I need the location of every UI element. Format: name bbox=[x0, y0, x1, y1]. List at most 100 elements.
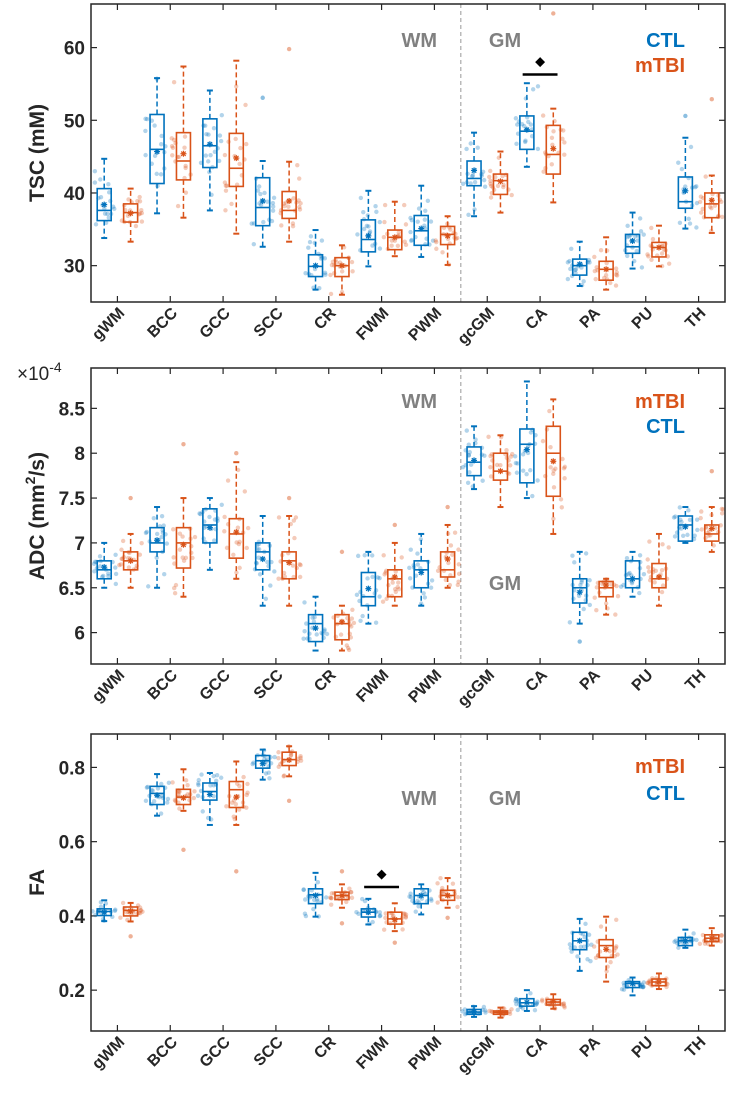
mean-marker bbox=[603, 582, 610, 589]
exponent-base: ×10 bbox=[17, 364, 49, 385]
data-point bbox=[377, 219, 383, 225]
data-point bbox=[263, 596, 269, 601]
data-point bbox=[380, 599, 386, 604]
data-point bbox=[139, 540, 144, 546]
chart-panel-2: 6 6.5 7 7.5 8 8.5 gWM BCC GCC SCC CR FWM PWM gcGM CA PA… bbox=[17, 359, 726, 710]
data-point bbox=[177, 547, 183, 552]
data-point bbox=[242, 489, 248, 494]
data-point bbox=[276, 750, 281, 755]
mean-stroke bbox=[286, 560, 292, 566]
data-point bbox=[222, 180, 228, 185]
data-point bbox=[377, 576, 382, 581]
data-point bbox=[381, 927, 387, 932]
box-mTBI-gcGM bbox=[492, 173, 509, 196]
data-point bbox=[290, 221, 296, 226]
mean-stroke bbox=[418, 569, 424, 576]
y-tick-label: 50 bbox=[64, 111, 85, 132]
data-point bbox=[455, 582, 461, 588]
data-point bbox=[653, 568, 659, 574]
data-point bbox=[673, 938, 678, 943]
data-point bbox=[302, 911, 308, 916]
data-point bbox=[460, 464, 466, 470]
data-point bbox=[298, 562, 303, 568]
data-point bbox=[501, 182, 506, 188]
data-point bbox=[508, 463, 513, 468]
box-CTL-PU bbox=[624, 233, 641, 255]
mean-marker bbox=[180, 150, 187, 157]
data-point bbox=[158, 811, 164, 816]
data-point bbox=[429, 578, 435, 583]
y-tick-label: 8 bbox=[74, 444, 85, 465]
data-point bbox=[355, 553, 361, 559]
data-point bbox=[530, 87, 536, 92]
data-point bbox=[528, 991, 533, 996]
data-point bbox=[235, 781, 240, 786]
box-CTL-TH bbox=[677, 176, 694, 210]
data-point bbox=[92, 168, 98, 174]
region-label-gm: GM bbox=[489, 573, 521, 595]
data-point bbox=[624, 556, 630, 561]
data-point bbox=[691, 931, 696, 936]
data-point bbox=[494, 462, 500, 468]
data-point bbox=[446, 560, 451, 566]
x-tick-label: SCC bbox=[251, 666, 287, 702]
mean-marker bbox=[154, 792, 161, 799]
data-point bbox=[286, 204, 291, 209]
data-point bbox=[488, 474, 494, 479]
mean-stroke bbox=[207, 525, 213, 531]
data-point bbox=[291, 196, 296, 201]
data-point bbox=[671, 515, 677, 520]
box-CTL-SCC bbox=[254, 176, 271, 227]
data-point bbox=[103, 220, 109, 226]
data-point bbox=[481, 177, 487, 183]
data-point bbox=[308, 234, 314, 239]
data-point bbox=[592, 595, 597, 600]
data-point bbox=[261, 219, 266, 225]
data-point bbox=[392, 586, 398, 592]
mean-marker bbox=[180, 794, 187, 801]
data-point bbox=[298, 201, 303, 206]
mean-marker bbox=[418, 225, 425, 232]
data-point bbox=[249, 221, 254, 226]
mean-marker bbox=[444, 556, 451, 563]
box-CTL-gcGM bbox=[466, 446, 482, 477]
data-point bbox=[105, 211, 110, 217]
data-point bbox=[589, 942, 594, 947]
data-point bbox=[97, 554, 103, 559]
data-point bbox=[421, 591, 426, 596]
data-point bbox=[366, 224, 371, 229]
data-point bbox=[488, 181, 493, 187]
data-point bbox=[399, 555, 404, 560]
data-point bbox=[619, 987, 625, 992]
data-point bbox=[513, 116, 519, 121]
data-point bbox=[138, 908, 143, 913]
region-label-gm: GM bbox=[489, 788, 521, 810]
data-point bbox=[97, 564, 103, 569]
data-point bbox=[231, 814, 236, 819]
mean-marker bbox=[682, 523, 689, 530]
data-point bbox=[603, 273, 609, 278]
data-point bbox=[403, 915, 409, 920]
box-CTL-PA bbox=[571, 258, 588, 276]
data-point bbox=[263, 771, 269, 776]
mean-stroke bbox=[365, 909, 371, 915]
data-point bbox=[192, 534, 198, 540]
outlier-point bbox=[339, 921, 345, 926]
data-point bbox=[581, 606, 586, 612]
data-point bbox=[639, 265, 645, 270]
outlier-point bbox=[339, 549, 345, 555]
data-point bbox=[173, 582, 179, 588]
mean-stroke bbox=[286, 757, 292, 763]
x-tick-label: TH bbox=[682, 667, 709, 694]
data-point bbox=[572, 560, 577, 565]
data-point bbox=[450, 881, 456, 886]
mean-stroke bbox=[445, 892, 451, 899]
data-point bbox=[383, 911, 388, 916]
mean-marker bbox=[471, 457, 478, 464]
data-point bbox=[435, 568, 441, 573]
x-tick-label: PU bbox=[629, 667, 657, 695]
data-point bbox=[693, 184, 698, 190]
outlier-point bbox=[181, 442, 186, 447]
data-point bbox=[349, 624, 354, 629]
data-point bbox=[211, 783, 216, 788]
